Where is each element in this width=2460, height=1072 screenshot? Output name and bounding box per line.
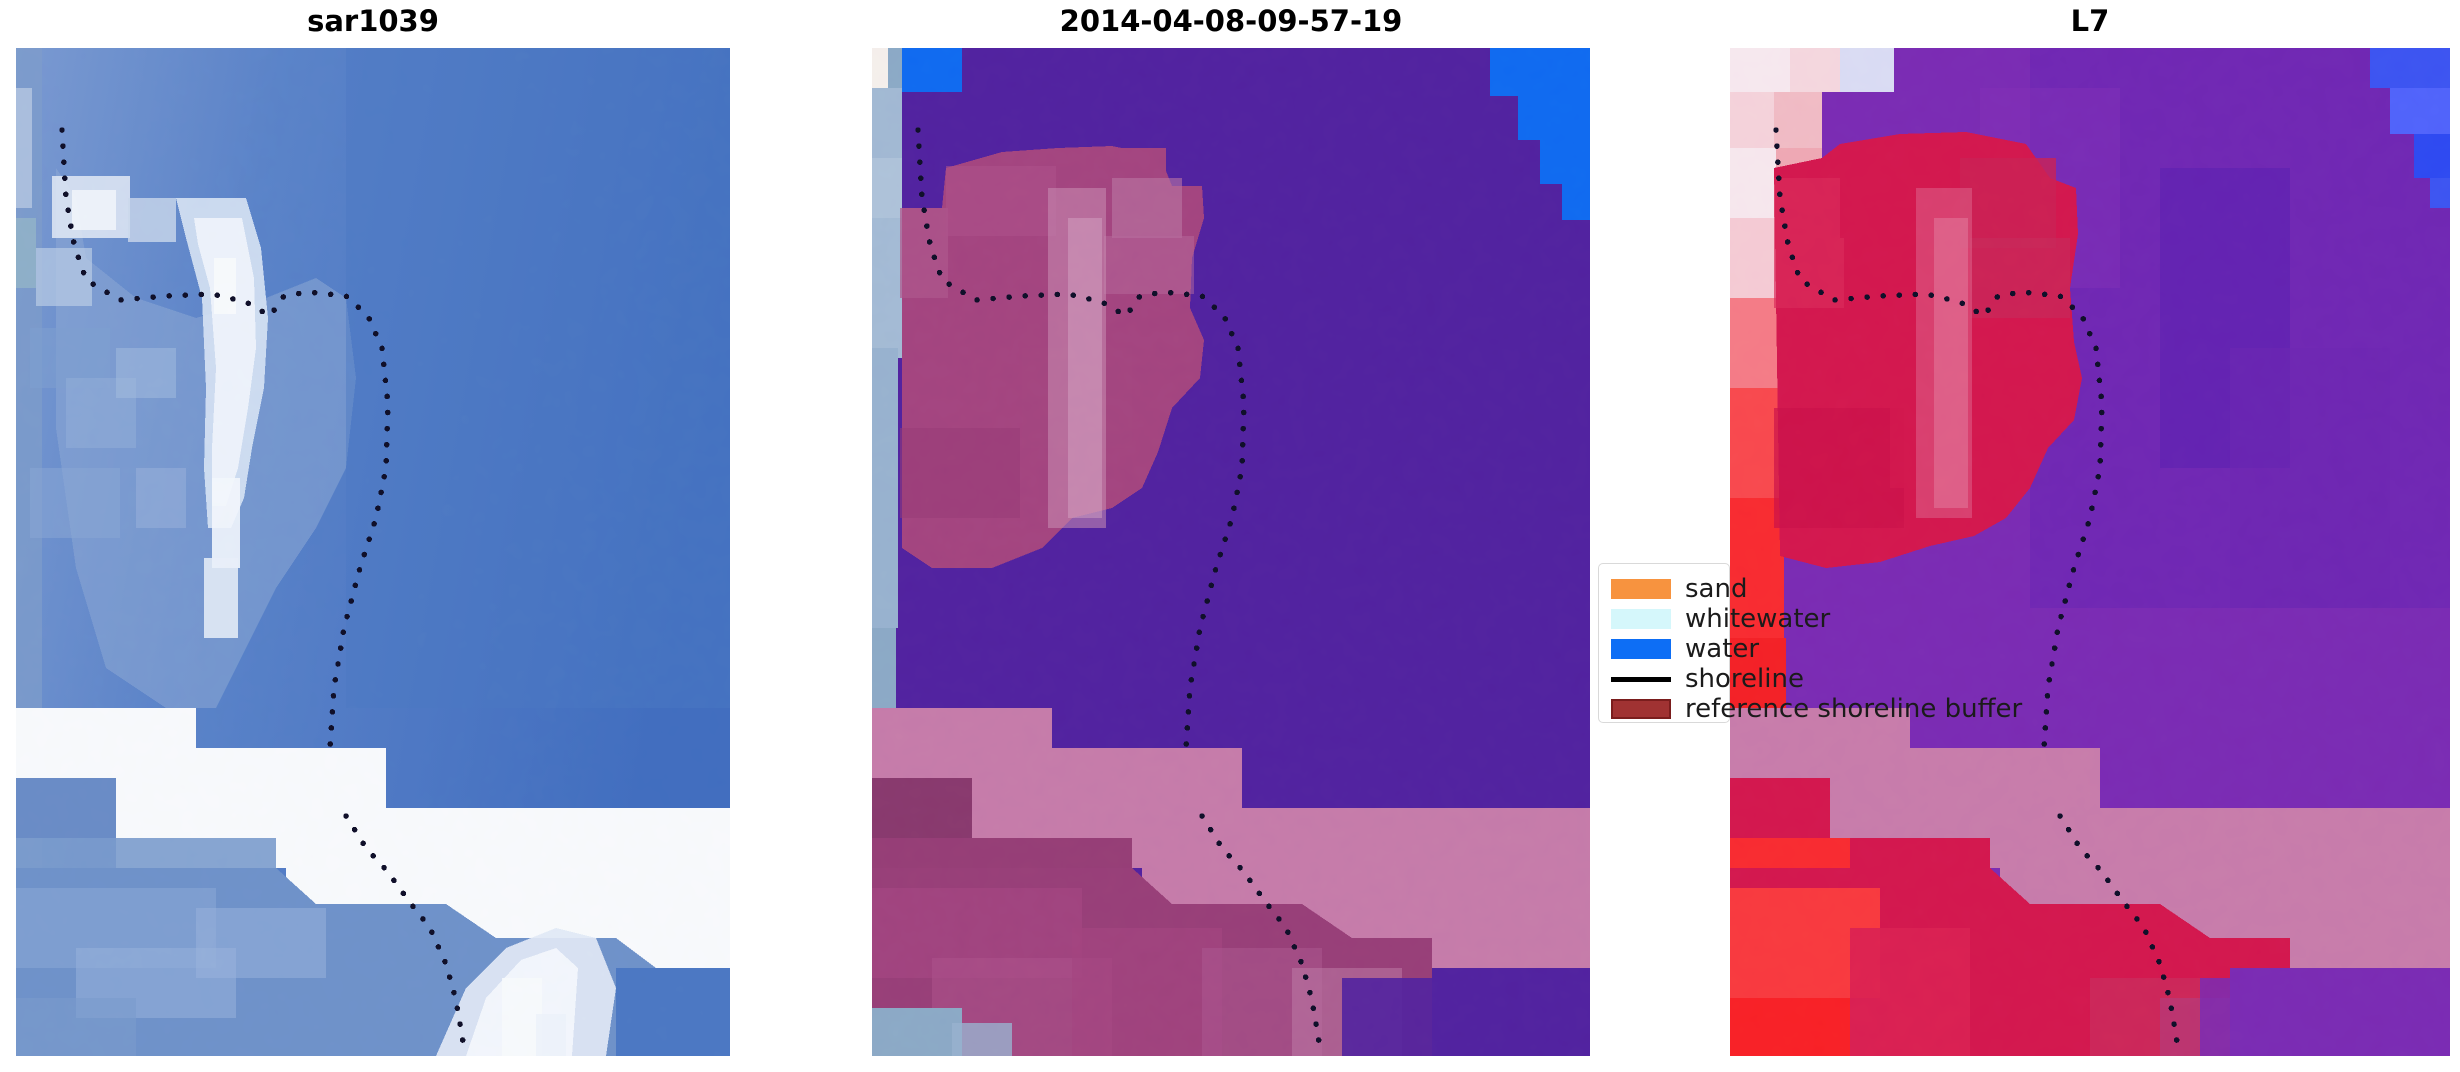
legend-item-shoreline[interactable]: shoreline <box>1611 664 1804 694</box>
legend-label-water: water <box>1685 634 1760 664</box>
legend-item-reference-shoreline-buffer[interactable]: reference shoreline buffer <box>1611 694 2022 724</box>
panel-title-sar: sar1039 <box>307 4 439 38</box>
l7-raster <box>1730 48 2450 1056</box>
sar-shoreline <box>59 127 467 1051</box>
legend-swatch-reference-shoreline-buffer <box>1611 699 1671 719</box>
panel-title-classification: 2014-04-08-09-57-19 <box>1059 4 1403 38</box>
legend-label-sand: sand <box>1685 574 1748 604</box>
legend-swatch-water <box>1611 639 1671 659</box>
sar-raster <box>16 48 730 1056</box>
legend-swatch-shoreline <box>1611 676 1671 682</box>
panel-classification-image <box>872 48 1590 1056</box>
panel-sar-image <box>16 48 730 1056</box>
legend-label-whitewater: whitewater <box>1685 604 1831 634</box>
legend-swatch-sand <box>1611 579 1671 599</box>
legend-label-shoreline: shoreline <box>1685 664 1804 694</box>
legend-label-reference-shoreline-buffer: reference shoreline buffer <box>1685 694 2023 724</box>
legend-box: sand whitewater water shoreline referenc… <box>1598 563 2022 724</box>
classification-shoreline <box>915 127 1323 1051</box>
legend-item-sand[interactable]: sand <box>1611 574 1747 604</box>
classification-raster <box>872 48 1590 1056</box>
l7-shoreline <box>1773 127 2181 1051</box>
legend-item-water[interactable]: water <box>1611 634 1759 664</box>
legend-swatch-whitewater <box>1611 609 1671 629</box>
legend-item-whitewater[interactable]: whitewater <box>1611 604 1830 634</box>
panel-l7-image <box>1730 48 2450 1056</box>
panel-title-l7: L7 <box>2070 4 2110 38</box>
